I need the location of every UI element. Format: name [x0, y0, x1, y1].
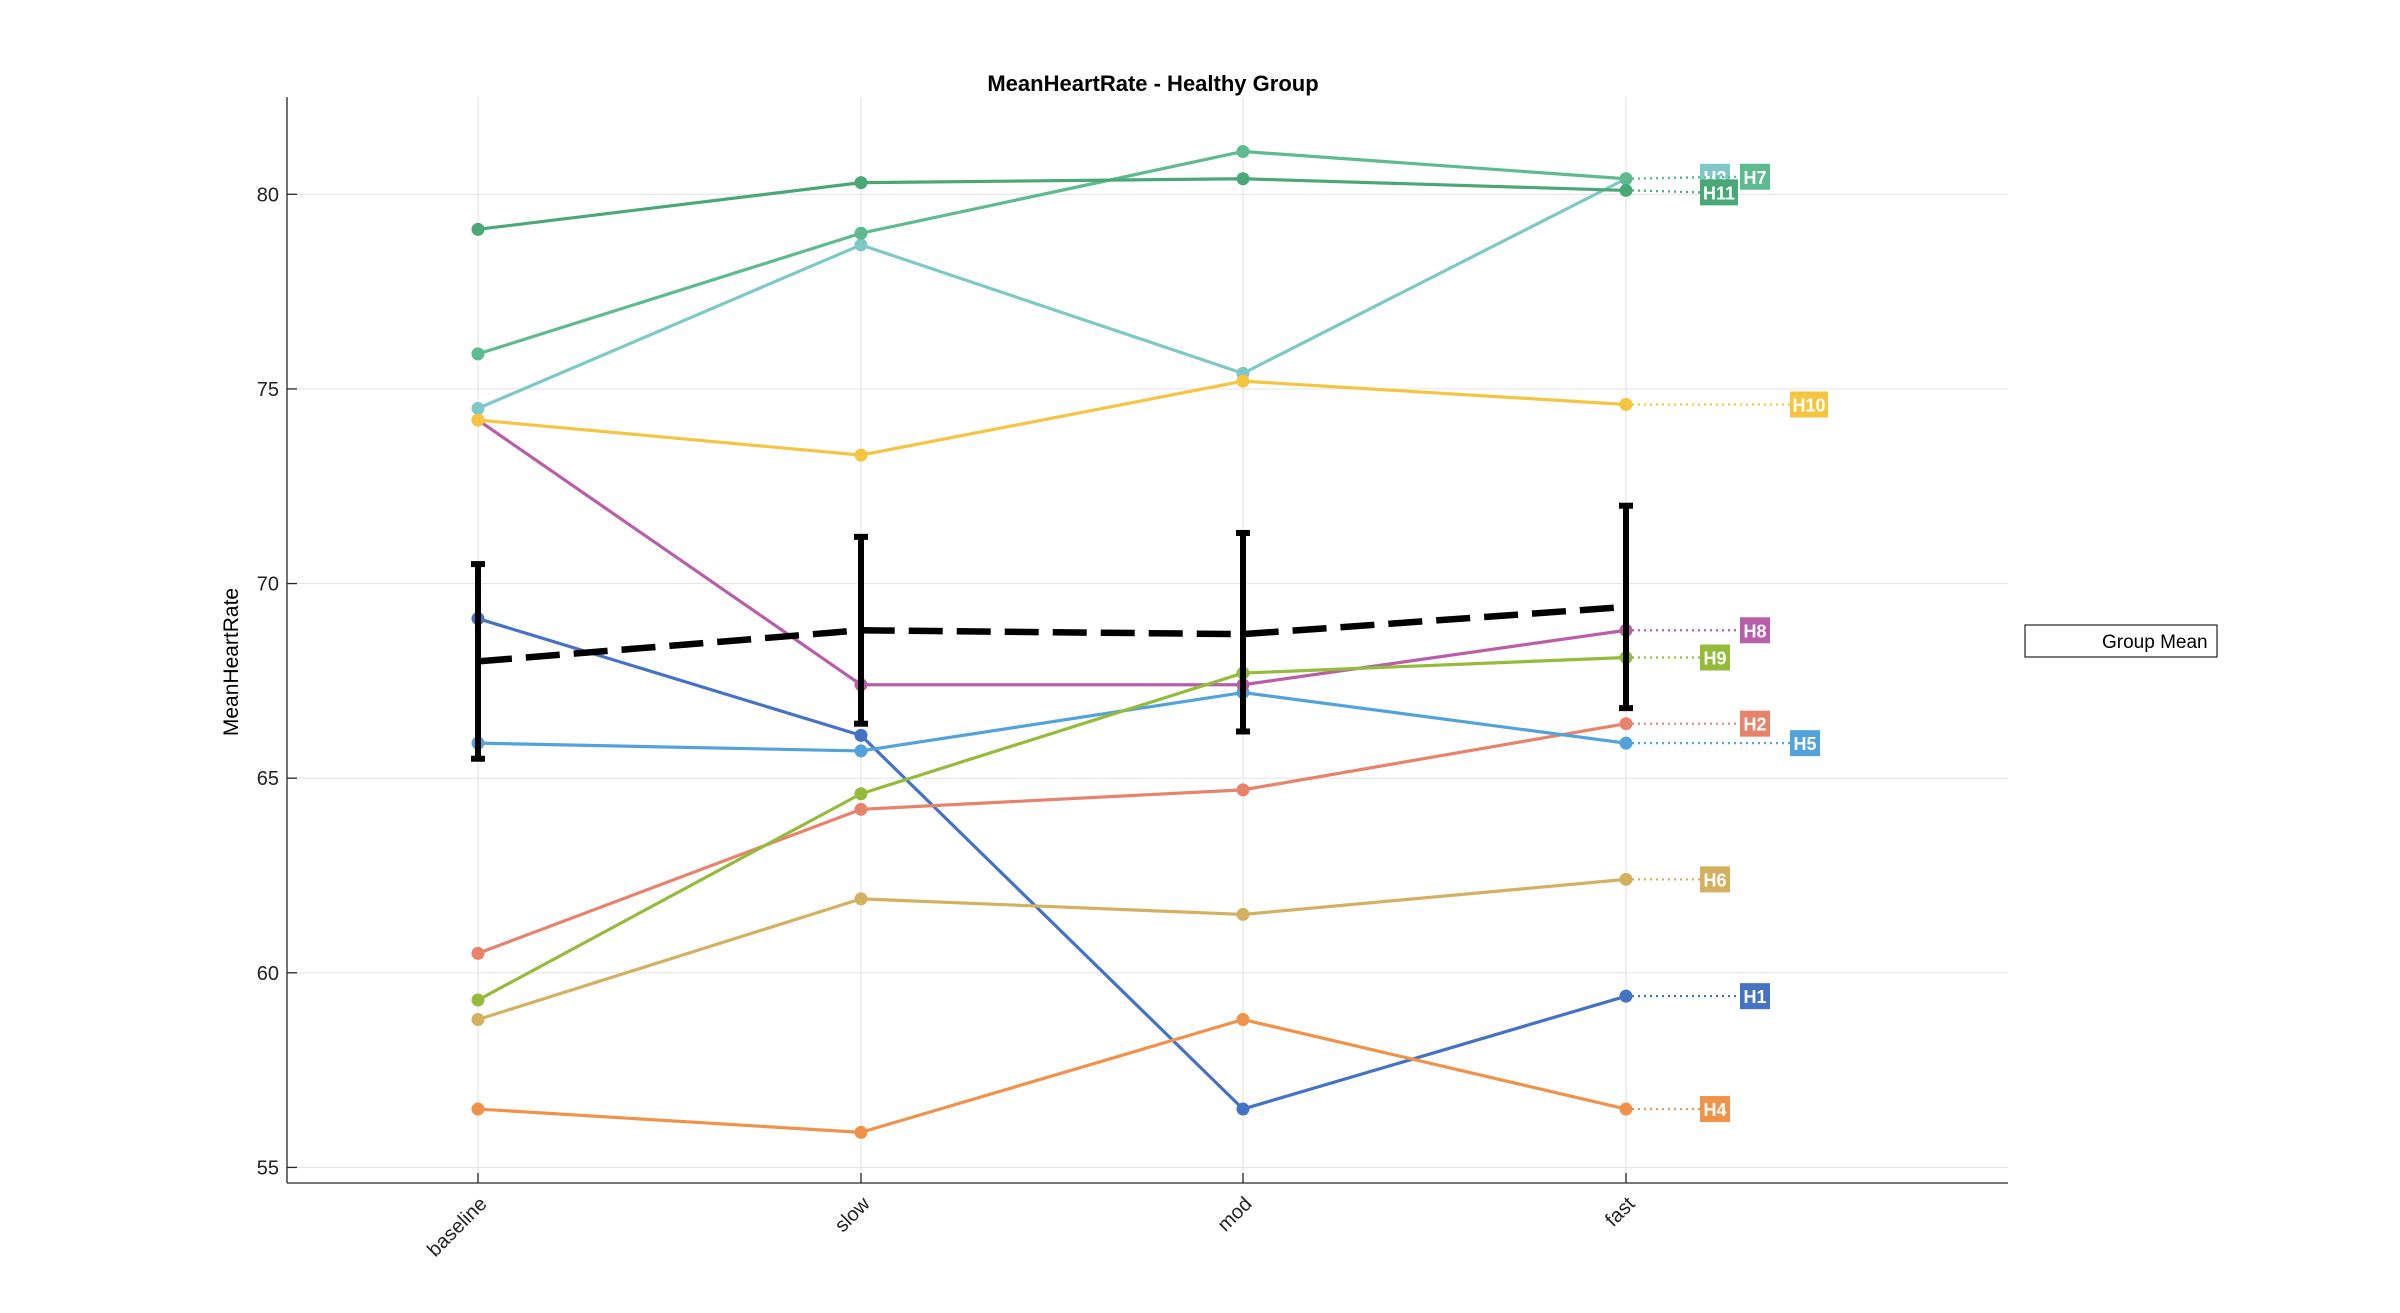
data-point-h2 — [471, 946, 485, 960]
data-point-h5 — [854, 744, 868, 758]
tag-h5 — [1790, 730, 1820, 757]
data-point-h10 — [1236, 374, 1250, 388]
data-point-h7 — [854, 226, 868, 240]
data-point-h3 — [854, 238, 868, 252]
leader-line-h7 — [1631, 175, 1741, 180]
data-point-h11 — [1236, 172, 1250, 186]
data-point-h11 — [854, 176, 868, 190]
group-mean-layer — [471, 502, 1633, 762]
tag-h11 — [1700, 179, 1738, 206]
y-tick-label: 70 — [257, 574, 279, 596]
tag-h6 — [1700, 866, 1730, 893]
data-point-h1 — [854, 728, 868, 742]
y-tick-label: 65 — [257, 768, 279, 790]
data-point-h7 — [1619, 172, 1633, 186]
tag-label-h8: H8 — [1743, 621, 1766, 641]
data-point-h3 — [471, 401, 485, 415]
tag-label-h11: H11 — [1703, 183, 1735, 203]
data-point-h6 — [1236, 907, 1250, 921]
tag-label-h9: H9 — [1703, 649, 1726, 669]
data-point-h10 — [471, 413, 485, 427]
data-point-h2 — [1236, 783, 1250, 797]
legend-box — [2024, 624, 2218, 658]
y-tick-label: 80 — [257, 184, 279, 206]
series-line-h3 — [477, 177, 1627, 410]
series-line-h2 — [477, 722, 1627, 955]
tag-h7 — [1740, 163, 1770, 190]
data-point-h7 — [471, 347, 485, 361]
data-point-h9 — [854, 787, 868, 801]
chart-title: MeanHeartRate - Healthy Group — [987, 71, 1318, 96]
tag-h10 — [1790, 391, 1828, 418]
y-tick-label: 55 — [257, 1157, 279, 1179]
y-axis-label: MeanHeartRate — [220, 588, 243, 736]
tag-h8 — [1740, 617, 1770, 644]
data-point-h10 — [854, 448, 868, 462]
data-point-h9 — [471, 993, 485, 1007]
series-line-h6 — [477, 877, 1627, 1022]
tag-label-h1: H1 — [1743, 987, 1766, 1007]
tag-label-h2: H2 — [1743, 715, 1766, 735]
tag-label-h6: H6 — [1703, 870, 1726, 890]
tag-label-h10: H10 — [1792, 396, 1825, 416]
tag-label-h5: H5 — [1793, 734, 1816, 754]
legend-entry-group-mean: Group Mean — [2102, 632, 2208, 653]
data-point-h11 — [471, 222, 485, 236]
data-point-h2 — [1619, 717, 1633, 731]
data-point-h6 — [1619, 872, 1633, 886]
y-tick-label: 60 — [257, 963, 279, 985]
group-mean-line — [477, 603, 1627, 665]
series-line-h4 — [477, 1017, 1627, 1134]
series-layer — [471, 144, 1633, 1139]
tag-h4 — [1700, 1096, 1730, 1123]
series-line-h7 — [477, 149, 1627, 356]
data-point-h1 — [1236, 1102, 1250, 1116]
series-line-h8 — [477, 418, 1627, 687]
tag-h2 — [1740, 710, 1770, 737]
series-line-h11 — [477, 177, 1627, 231]
series-line-h5 — [477, 690, 1627, 753]
data-point-h2 — [854, 802, 868, 816]
data-point-h1 — [1619, 989, 1633, 1003]
series-line-h9 — [477, 655, 1627, 1002]
data-point-h10 — [1619, 398, 1633, 412]
data-point-h7 — [1236, 144, 1250, 158]
data-point-h6 — [854, 892, 868, 906]
tag-label-h7: H7 — [1743, 168, 1766, 188]
tag-label-h4: H4 — [1703, 1100, 1726, 1120]
tag-h9 — [1700, 644, 1730, 671]
data-point-h4 — [471, 1102, 485, 1116]
y-tick-label: 75 — [257, 379, 279, 401]
series-line-h1 — [477, 617, 1627, 1111]
data-point-h4 — [854, 1125, 868, 1139]
data-point-h4 — [1236, 1013, 1250, 1027]
series-line-h10 — [477, 379, 1627, 457]
legend: Group Mean — [2024, 624, 2218, 658]
data-point-h6 — [471, 1013, 485, 1027]
data-point-h11 — [1619, 183, 1633, 197]
data-point-h4 — [1619, 1102, 1633, 1116]
tag-h1 — [1740, 983, 1770, 1010]
data-point-h5 — [1619, 736, 1633, 750]
